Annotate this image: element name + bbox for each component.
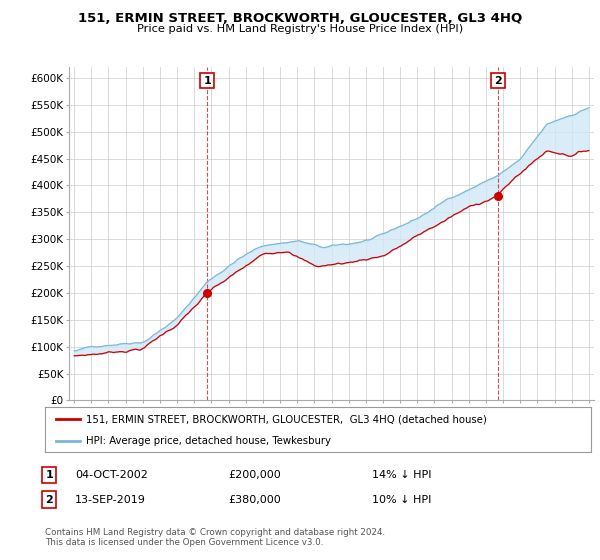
Text: 13-SEP-2019: 13-SEP-2019 (75, 494, 146, 505)
Text: 151, ERMIN STREET, BROCKWORTH, GLOUCESTER,  GL3 4HQ (detached house): 151, ERMIN STREET, BROCKWORTH, GLOUCESTE… (86, 414, 487, 424)
Text: 04-OCT-2002: 04-OCT-2002 (75, 470, 148, 480)
Text: 151, ERMIN STREET, BROCKWORTH, GLOUCESTER, GL3 4HQ: 151, ERMIN STREET, BROCKWORTH, GLOUCESTE… (78, 12, 522, 25)
Text: 10% ↓ HPI: 10% ↓ HPI (372, 494, 431, 505)
Text: HPI: Average price, detached house, Tewkesbury: HPI: Average price, detached house, Tewk… (86, 436, 331, 446)
Text: Contains HM Land Registry data © Crown copyright and database right 2024.
This d: Contains HM Land Registry data © Crown c… (45, 528, 385, 548)
Text: £200,000: £200,000 (228, 470, 281, 480)
Text: £380,000: £380,000 (228, 494, 281, 505)
Text: Price paid vs. HM Land Registry's House Price Index (HPI): Price paid vs. HM Land Registry's House … (137, 24, 463, 34)
Text: 2: 2 (46, 494, 53, 505)
Text: 1: 1 (46, 470, 53, 480)
Text: 14% ↓ HPI: 14% ↓ HPI (372, 470, 431, 480)
Text: 2: 2 (494, 76, 502, 86)
Text: 1: 1 (203, 76, 211, 86)
